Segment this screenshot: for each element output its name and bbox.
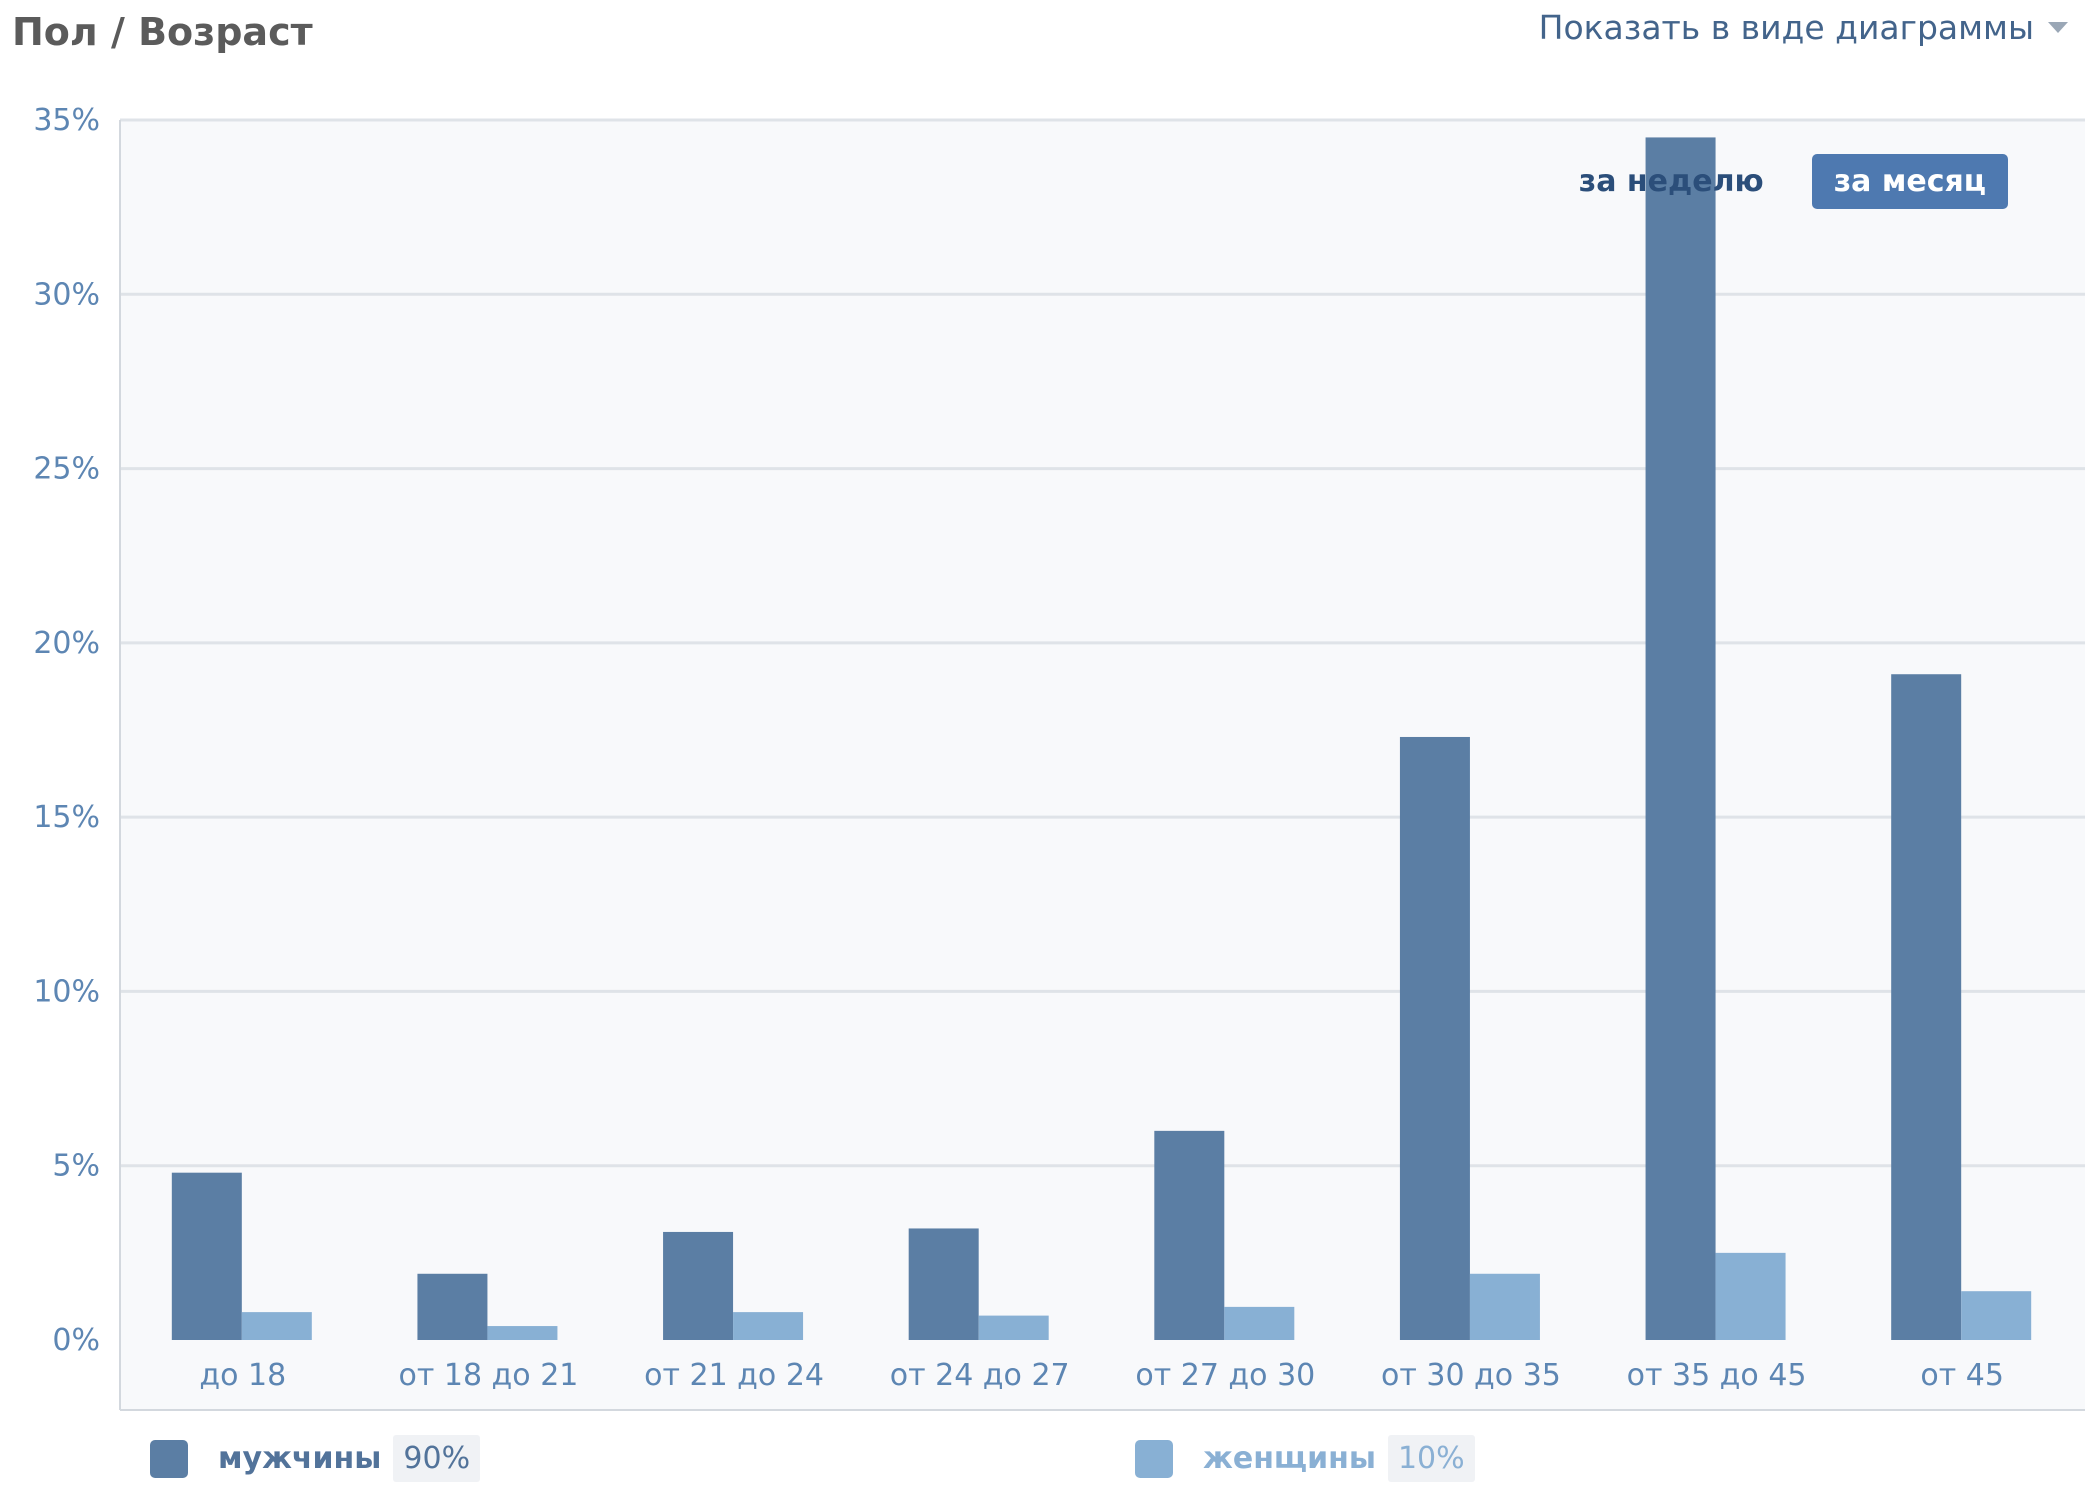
- x-tick-label: от 27 до 30: [1135, 1358, 1315, 1393]
- x-tick-label: от 45: [1920, 1358, 2004, 1393]
- y-tick-label: 10%: [33, 974, 100, 1009]
- bar-male[interactable]: [417, 1273, 488, 1340]
- bar-female[interactable]: [733, 1312, 804, 1340]
- bar-male[interactable]: [1645, 137, 1716, 1340]
- x-tick-label: от 30 до 35: [1381, 1358, 1561, 1393]
- x-tick-label: от 24 до 27: [890, 1358, 1070, 1393]
- bar-male[interactable]: [171, 1172, 242, 1340]
- legend-swatch-male: [150, 1439, 188, 1478]
- chevron-down-icon[interactable]: [2048, 22, 2068, 33]
- legend-item-female[interactable]: женщины 10%: [1135, 1435, 1475, 1482]
- legend-percent-female: 10%: [1387, 1435, 1475, 1482]
- bar-male[interactable]: [908, 1228, 979, 1340]
- x-tick-label: от 21 до 24: [644, 1358, 824, 1393]
- legend-label-male: мужчины: [218, 1441, 382, 1476]
- bar-chart: 0% 5% 10% 15% 20% 25% 30% 35% до 18 от 18 до 21 от…: [33, 103, 2085, 1411]
- y-tick-label: 0%: [52, 1323, 100, 1358]
- bar-male[interactable]: [663, 1231, 734, 1340]
- x-tick-label: до 18: [199, 1358, 286, 1393]
- bar-female[interactable]: [1715, 1252, 1786, 1340]
- y-tick-label: 35%: [33, 103, 100, 138]
- plot-area: [120, 120, 2085, 1410]
- view-mode-dropdown[interactable]: Показать в виде диаграммы: [1539, 8, 2068, 47]
- bar-male[interactable]: [1399, 736, 1470, 1340]
- y-tick-label: 20%: [33, 626, 100, 661]
- bar-female[interactable]: [978, 1315, 1049, 1340]
- legend-label-female: женщины: [1203, 1441, 1376, 1476]
- tab-week[interactable]: за неделю: [1578, 164, 1764, 199]
- legend-swatch-female: [1135, 1439, 1173, 1478]
- legend: мужчины 90% женщины 10%: [150, 1435, 2098, 1495]
- legend-percent-male: 90%: [393, 1435, 481, 1482]
- bar-female[interactable]: [487, 1326, 558, 1340]
- legend-item-male[interactable]: мужчины 90%: [150, 1435, 481, 1482]
- y-tick-label: 15%: [33, 800, 100, 835]
- tab-month[interactable]: за месяц: [1811, 154, 2008, 209]
- x-tick-label: от 35 до 45: [1627, 1358, 1807, 1393]
- y-tick-label: 30%: [33, 277, 100, 312]
- period-tabs: за неделю за месяц: [1557, 154, 2008, 209]
- bar-female[interactable]: [241, 1312, 312, 1340]
- view-mode-label: Показать в виде диаграммы: [1538, 8, 2034, 47]
- bar-female[interactable]: [1469, 1273, 1540, 1340]
- bar-female[interactable]: [1224, 1306, 1295, 1340]
- bar-male[interactable]: [1154, 1130, 1225, 1340]
- page-title: Пол / Возраст: [12, 10, 313, 54]
- y-tick-label: 25%: [33, 452, 100, 487]
- bar-male[interactable]: [1891, 674, 1962, 1340]
- y-tick-label: 5%: [52, 1149, 100, 1184]
- x-tick-label: от 18 до 21: [398, 1358, 578, 1393]
- bar-female[interactable]: [1961, 1291, 2032, 1340]
